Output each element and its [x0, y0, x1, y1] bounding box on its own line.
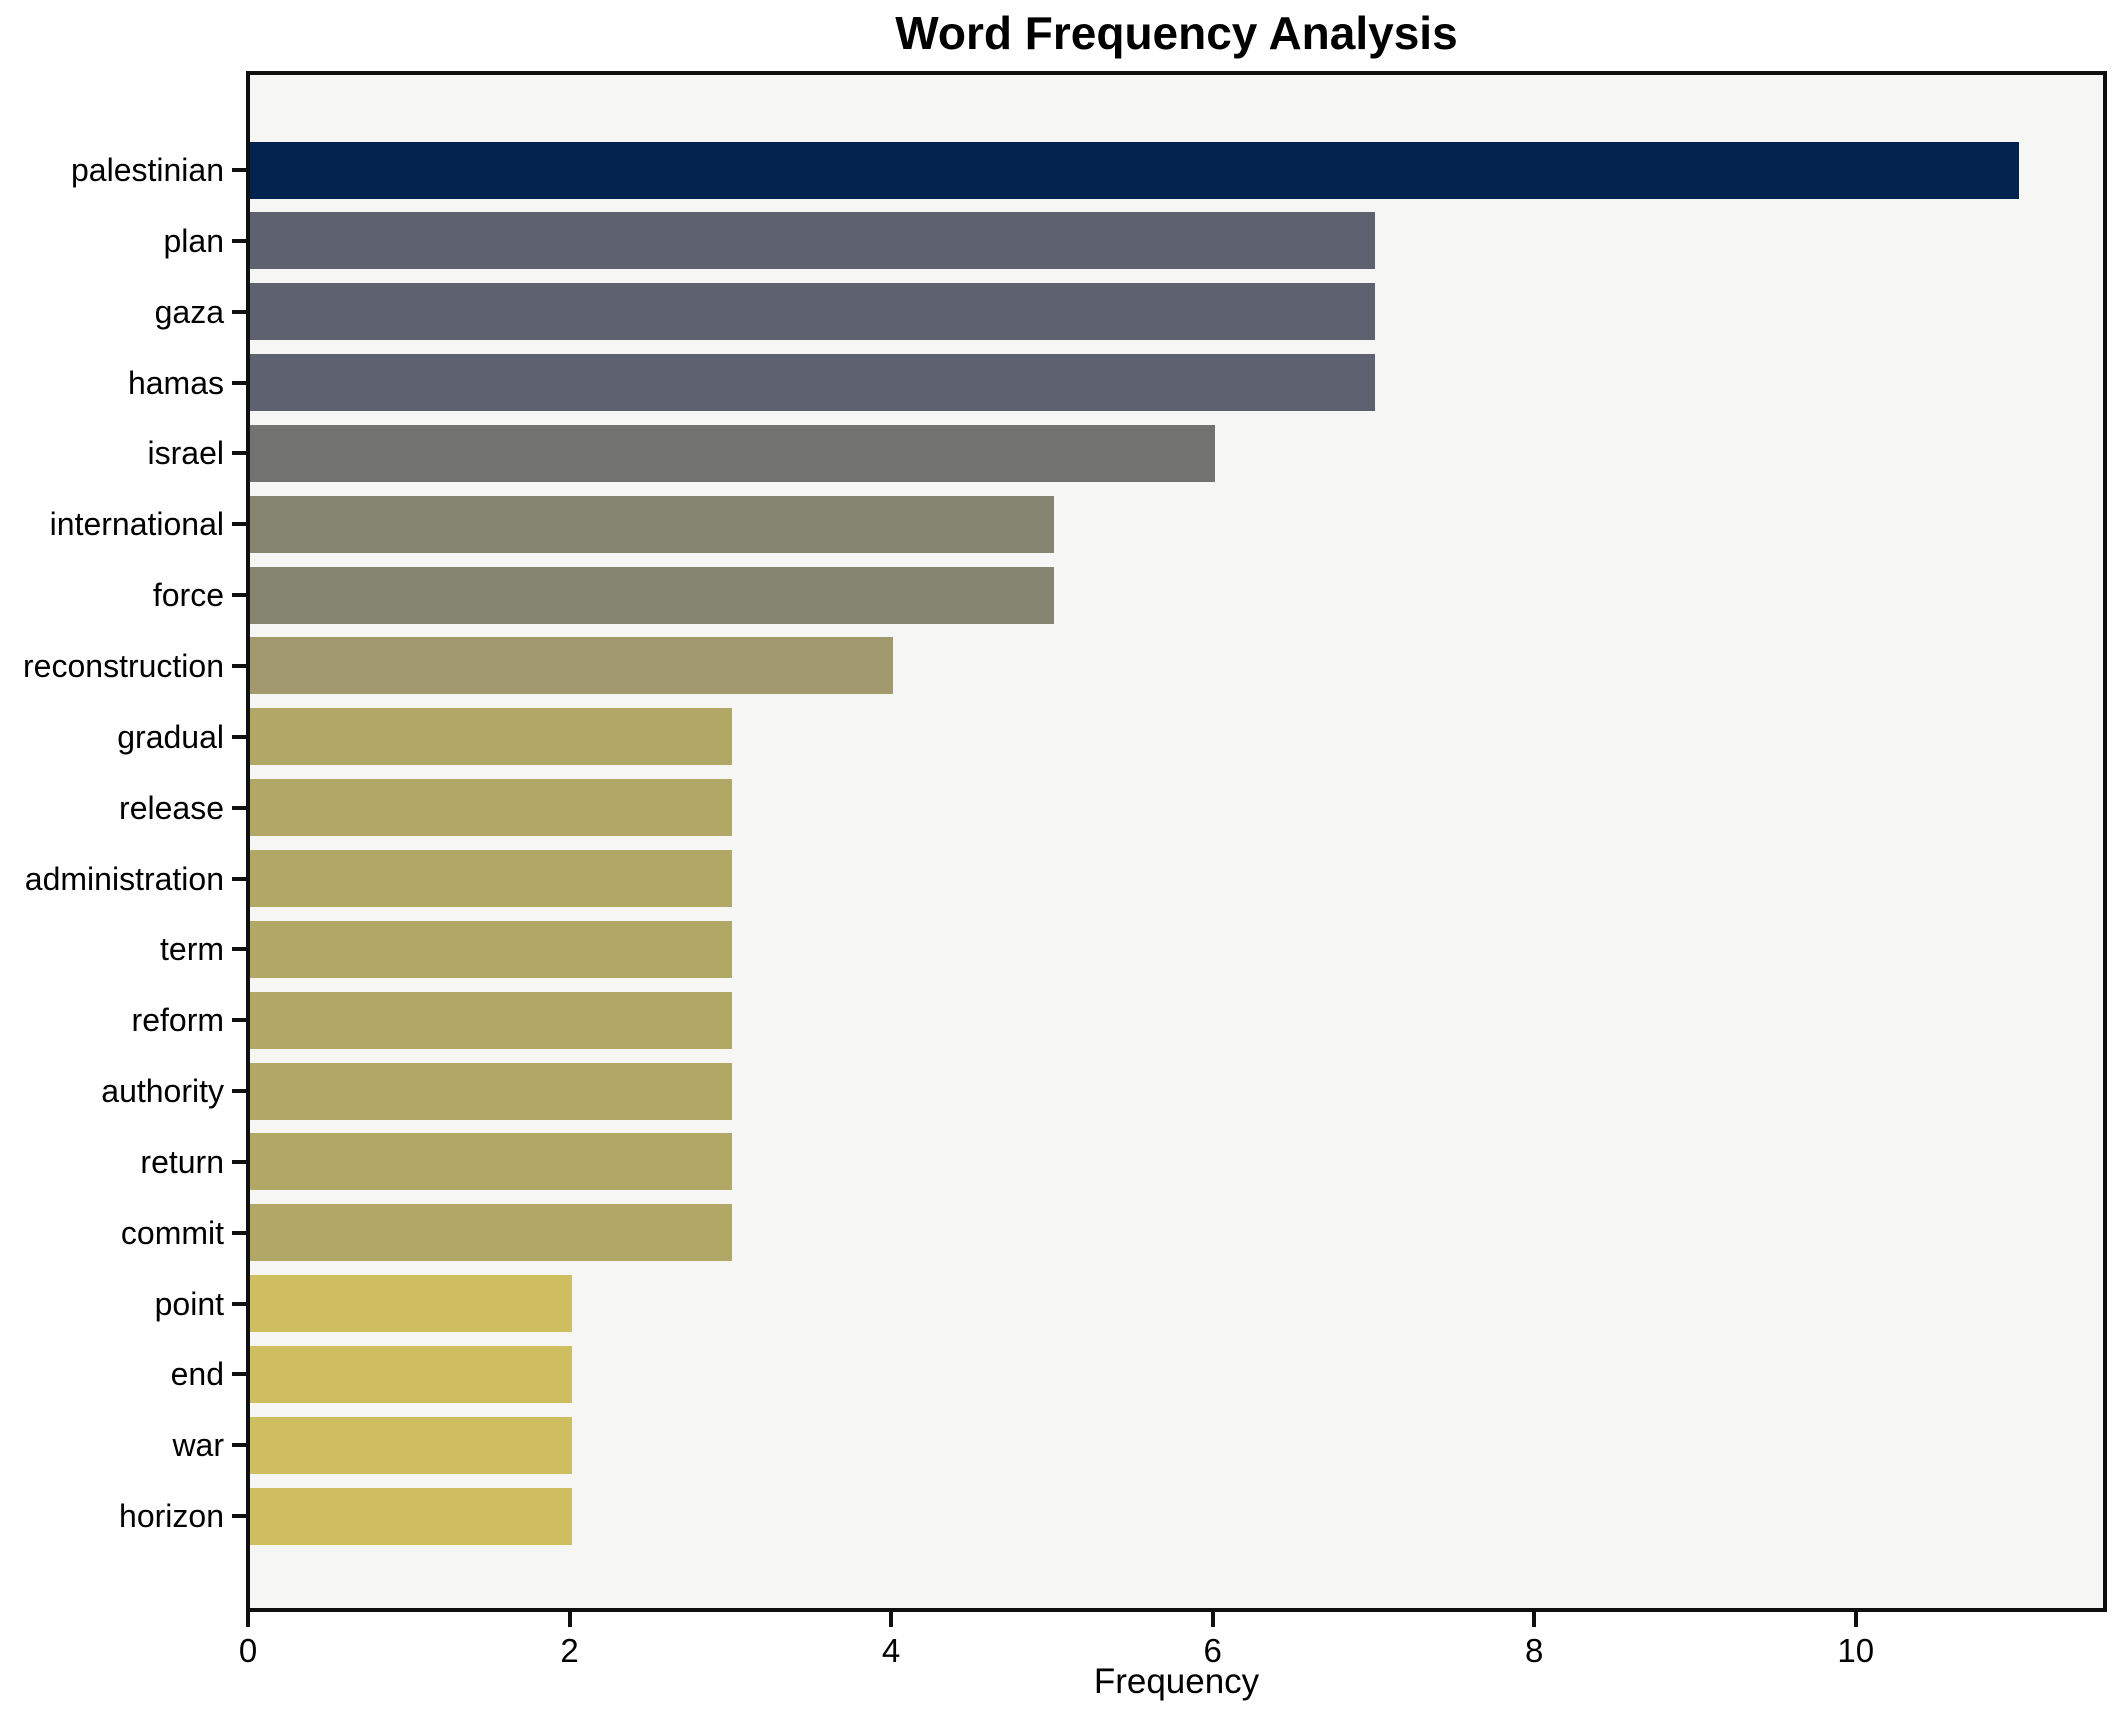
- category-label: gaza: [154, 293, 224, 330]
- bar-reform: [250, 991, 733, 1049]
- category-label: gradual: [117, 718, 224, 755]
- y-tick: [232, 805, 246, 810]
- bar-gaza: [250, 283, 1376, 341]
- category-label: international: [49, 506, 224, 543]
- y-tick: [232, 238, 246, 243]
- bar-administration: [250, 850, 733, 907]
- category-label: force: [152, 577, 224, 614]
- x-tick-label: 6: [1203, 1632, 1222, 1669]
- bar-release: [250, 779, 733, 837]
- x-tick-label: 4: [881, 1632, 901, 1669]
- category-label: israel: [147, 435, 224, 472]
- x-tick: [567, 1612, 572, 1627]
- category-label: authority: [101, 1073, 224, 1110]
- y-tick: [232, 1301, 246, 1306]
- bar-commit: [250, 1204, 733, 1262]
- bar-authority: [250, 1062, 733, 1120]
- bar-plan: [250, 212, 1376, 270]
- x-tick: [1853, 1612, 1858, 1627]
- category-label: reconstruction: [23, 647, 224, 684]
- x-tick: [1210, 1612, 1215, 1627]
- bar-return: [250, 1133, 733, 1191]
- category-label: hamas: [127, 364, 224, 401]
- category-label: reform: [131, 1002, 224, 1039]
- y-tick: [232, 309, 246, 314]
- x-tick-label: 2: [560, 1632, 579, 1669]
- y-tick: [232, 1514, 246, 1519]
- y-tick: [232, 1018, 246, 1023]
- bar-horizon: [250, 1487, 572, 1545]
- x-tick: [889, 1612, 894, 1627]
- category-label: plan: [163, 222, 225, 259]
- category-label: horizon: [119, 1498, 224, 1535]
- bar-gradual: [250, 708, 733, 766]
- category-label: commit: [120, 1214, 224, 1251]
- bar-term: [250, 920, 733, 978]
- y-tick: [232, 663, 246, 668]
- bar-hamas: [250, 354, 1376, 412]
- category-label: end: [170, 1356, 224, 1393]
- y-tick: [232, 1159, 246, 1164]
- bar-war: [250, 1416, 572, 1474]
- category-label: return: [140, 1143, 224, 1180]
- y-tick: [232, 1089, 246, 1094]
- bar-reconstruction: [250, 637, 894, 695]
- x-tick-label: 0: [238, 1632, 258, 1669]
- y-tick: [232, 380, 246, 385]
- x-tick-label: 10: [1837, 1632, 1875, 1669]
- bar-palestinian: [250, 141, 2019, 199]
- y-tick: [232, 168, 246, 172]
- x-tick: [246, 1612, 250, 1627]
- y-tick: [232, 734, 246, 739]
- chart-title: Word Frequency Analysis: [895, 7, 1458, 59]
- bar-force: [250, 566, 1054, 624]
- y-tick: [232, 451, 246, 456]
- x-tick-label: 8: [1525, 1632, 1544, 1669]
- x-axis-label: Frequency: [1093, 1662, 1260, 1701]
- x-tick: [1532, 1612, 1537, 1627]
- y-tick: [232, 876, 246, 881]
- category-label: release: [119, 789, 224, 826]
- category-label: term: [160, 931, 224, 968]
- category-label: point: [154, 1285, 224, 1322]
- bar-point: [250, 1275, 572, 1333]
- y-tick: [232, 1443, 246, 1448]
- y-tick: [232, 1230, 246, 1235]
- y-tick: [232, 593, 246, 598]
- plot-area: [246, 71, 2107, 1612]
- category-label: palestinian: [71, 152, 224, 188]
- category-label: administration: [24, 860, 224, 897]
- y-tick: [232, 1372, 246, 1377]
- y-tick: [232, 522, 246, 527]
- bar-end: [250, 1345, 572, 1403]
- bar-israel: [250, 424, 1215, 482]
- y-tick: [232, 947, 246, 952]
- category-label: war: [172, 1427, 224, 1464]
- bar-international: [250, 495, 1054, 553]
